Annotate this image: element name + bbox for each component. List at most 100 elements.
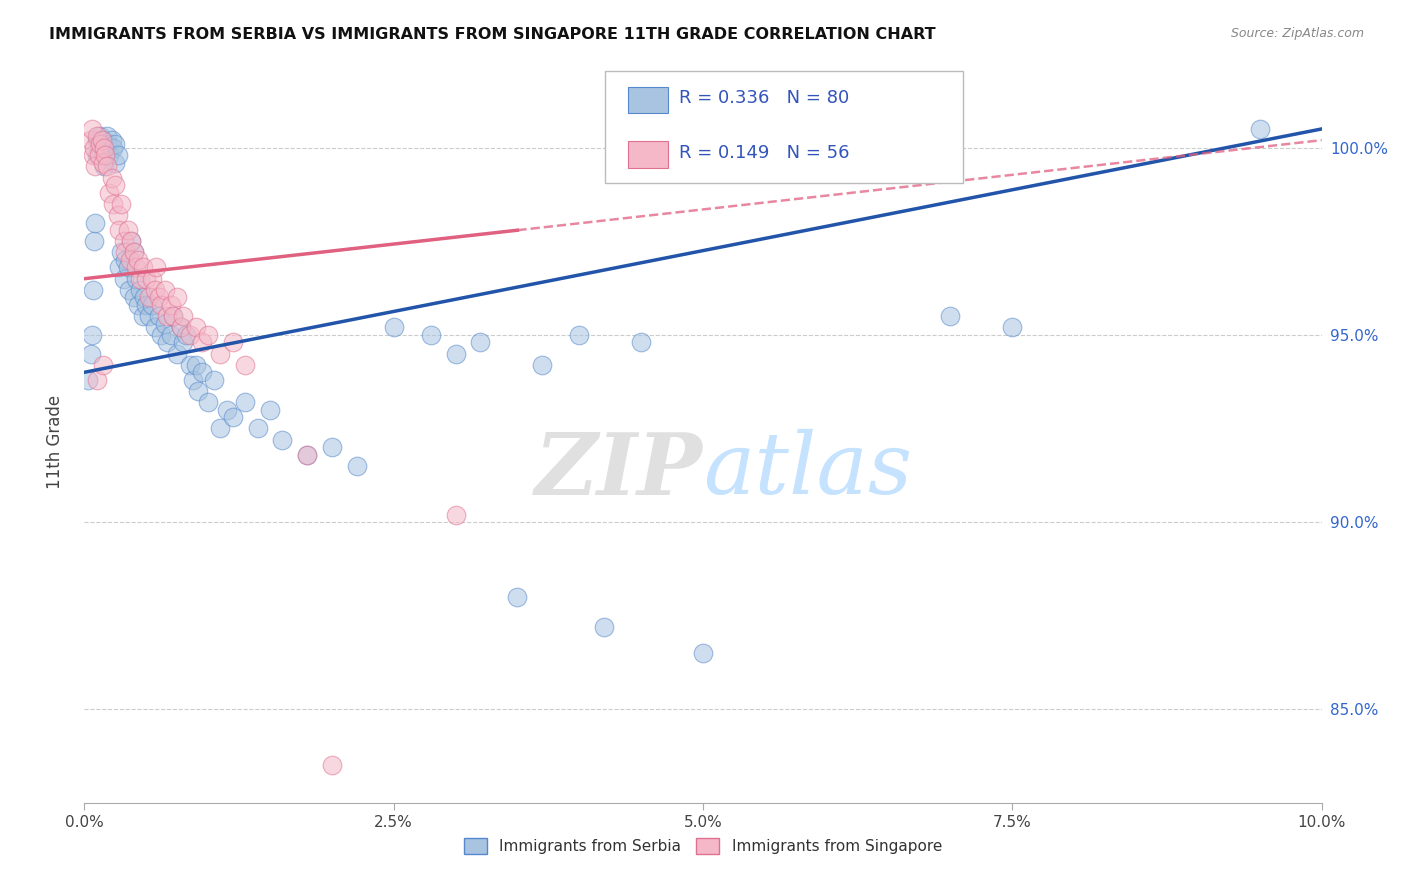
Point [83, 141, 105, 155]
Point [143, 283, 166, 297]
Point [127, 298, 149, 312]
Point [80, 327, 103, 342]
Point [166, 290, 188, 304]
Point [125, 271, 148, 285]
Point [143, 320, 166, 334]
Point [118, 283, 141, 297]
Point [82, 148, 104, 162]
Point [160, 327, 183, 342]
Y-axis label: 11th Grade: 11th Grade [45, 394, 63, 489]
Point [96, 160, 118, 174]
Point [179, 358, 201, 372]
Point [209, 346, 232, 360]
Point [215, 402, 238, 417]
Point [419, 327, 441, 342]
Point [246, 421, 269, 435]
Point [131, 309, 153, 323]
Point [104, 178, 127, 193]
Point [100, 133, 122, 147]
Point [209, 421, 232, 435]
Point [202, 373, 225, 387]
Point [321, 440, 343, 454]
Point [179, 327, 201, 342]
Point [166, 346, 188, 360]
Point [593, 620, 616, 634]
Point [222, 335, 245, 350]
Point [153, 283, 176, 297]
Point [145, 260, 167, 275]
Text: Source: ZipAtlas.com: Source: ZipAtlas.com [1230, 27, 1364, 40]
Point [84, 215, 107, 229]
Point [107, 208, 129, 222]
Point [108, 223, 131, 237]
Point [172, 335, 194, 350]
Point [91, 133, 114, 147]
Point [132, 290, 155, 304]
Point [444, 508, 467, 522]
Point [184, 320, 207, 334]
Point [104, 136, 127, 151]
Point [127, 252, 149, 267]
Point [172, 309, 194, 323]
Point [150, 327, 173, 342]
Point [117, 260, 139, 275]
Point [191, 335, 214, 350]
Point [162, 309, 184, 323]
Point [187, 384, 209, 398]
Point [129, 283, 152, 297]
Point [86, 129, 108, 144]
Point [120, 234, 142, 248]
Point [112, 234, 135, 248]
Point [120, 234, 142, 248]
Point [89, 136, 111, 151]
Point [94, 148, 117, 162]
Point [148, 309, 170, 323]
Point [233, 395, 256, 409]
Point [692, 646, 714, 660]
Point [117, 223, 139, 237]
Text: R = 0.336   N = 80: R = 0.336 N = 80 [679, 89, 849, 107]
Point [82, 283, 104, 297]
Legend: Immigrants from Serbia, Immigrants from Singapore: Immigrants from Serbia, Immigrants from … [458, 832, 948, 860]
Point [346, 458, 368, 473]
Point [382, 320, 405, 334]
Point [79, 346, 101, 360]
Point [138, 290, 160, 304]
Point [100, 170, 122, 185]
Point [80, 122, 103, 136]
Point [148, 290, 170, 304]
Point [93, 141, 115, 155]
Point [150, 298, 173, 312]
Point [295, 448, 318, 462]
Point [156, 335, 179, 350]
Point [222, 410, 245, 425]
Point [120, 252, 142, 267]
Point [89, 148, 111, 162]
Point [197, 395, 219, 409]
Text: R = 0.149   N = 56: R = 0.149 N = 56 [679, 145, 849, 162]
Point [86, 133, 108, 147]
Point [93, 160, 115, 174]
Point [271, 433, 294, 447]
Point [630, 335, 652, 350]
Point [84, 160, 107, 174]
Point [108, 260, 131, 275]
Point [321, 758, 343, 772]
Text: IMMIGRANTS FROM SERBIA VS IMMIGRANTS FROM SINGAPORE 11TH GRADE CORRELATION CHART: IMMIGRANTS FROM SERBIA VS IMMIGRANTS FRO… [49, 27, 936, 42]
Point [156, 309, 179, 323]
Point [98, 186, 121, 200]
Point [114, 252, 136, 267]
Point [122, 290, 145, 304]
Point [83, 234, 105, 248]
Text: atlas: atlas [703, 429, 912, 512]
Point [79, 133, 101, 147]
Point [162, 309, 184, 323]
Point [86, 373, 108, 387]
Point [110, 196, 132, 211]
Point [160, 298, 183, 312]
Point [101, 196, 124, 211]
Point [90, 133, 112, 147]
Point [197, 327, 219, 342]
Point [114, 245, 136, 260]
Point [470, 335, 492, 350]
